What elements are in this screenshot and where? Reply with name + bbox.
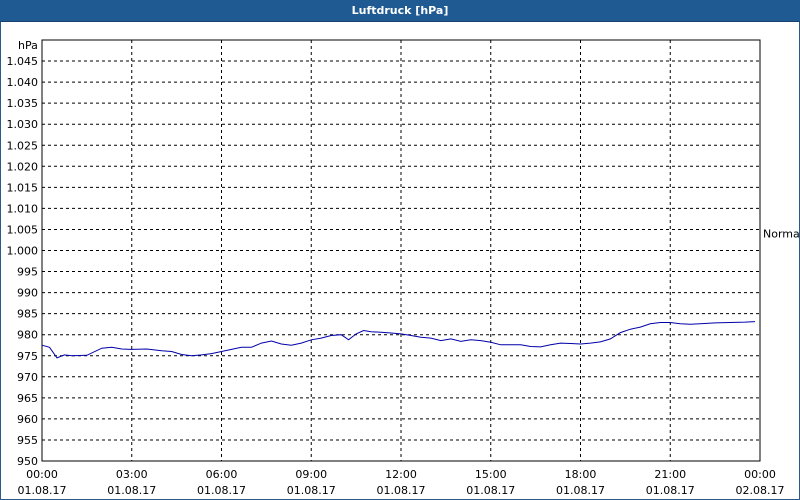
x-tick-date: 01.08.17 [556,484,605,497]
y-tick-label: 1.005 [7,223,39,236]
x-tick-time: 12:00 [385,468,417,481]
x-tick-date: 01.08.17 [466,484,515,497]
y-tick-label: 1.020 [7,160,39,173]
x-tick-date: 01.08.17 [287,484,336,497]
x-tick-time: 09:00 [295,468,327,481]
x-tick-date: 01.08.17 [18,484,67,497]
y-tick-label: 965 [17,392,38,405]
plot-area [41,39,761,462]
normal-annotation: Normal [763,227,800,240]
y-tick-label: 950 [17,455,38,468]
x-tick-time: 00:00 [26,468,58,481]
pressure-series-line [41,321,756,359]
y-tick-label: 1.030 [7,118,39,131]
y-tick-label: 985 [17,308,38,321]
y-tick-label: 960 [17,413,38,426]
x-tick-time: 03:00 [116,468,148,481]
y-tick-labels: 950 955 960 965 970 975 980 985 990 995 1.000 1.005… [7,55,39,468]
y-tick-label: 995 [17,266,38,279]
y-tick-label: 1.010 [7,202,39,215]
x-tick-time: 18:00 [565,468,597,481]
y-tick-label: 975 [17,350,38,363]
x-tick-date: 01.08.17 [377,484,426,497]
x-tick-date: 01.08.17 [107,484,156,497]
y-tick-label: 980 [17,329,38,342]
y-tick-label: 1.015 [7,181,39,194]
y-tick-label: 955 [17,434,38,447]
annotations: Normal [763,227,800,240]
x-tick-date: 02.08.17 [736,484,785,497]
x-tick-time: 21:00 [654,468,686,481]
y-tick-label: 1.045 [7,55,39,68]
x-tick-date: 01.08.17 [197,484,246,497]
x-tick-labels: 00:00 01.08.17 03:00 01.08.17 06:00 01.08.17 0… [18,468,785,497]
x-tick-time: 15:00 [475,468,507,481]
y-axis-label: hPa [18,39,38,52]
x-tick-date: 01.08.17 [646,484,695,497]
chart-title: Luftdruck [hPa] [0,0,800,22]
y-tick-label: 1.025 [7,139,39,152]
y-tick-label: 1.035 [7,97,39,110]
y-tick-label: 1.040 [7,76,39,89]
x-tick-time: 00:00 [744,468,776,481]
y-tick-label: 1.000 [7,245,39,258]
y-tick-label: 990 [17,287,38,300]
grid-lines [42,40,760,461]
y-tick-label: 970 [17,371,38,384]
x-tick-time: 06:00 [206,468,238,481]
